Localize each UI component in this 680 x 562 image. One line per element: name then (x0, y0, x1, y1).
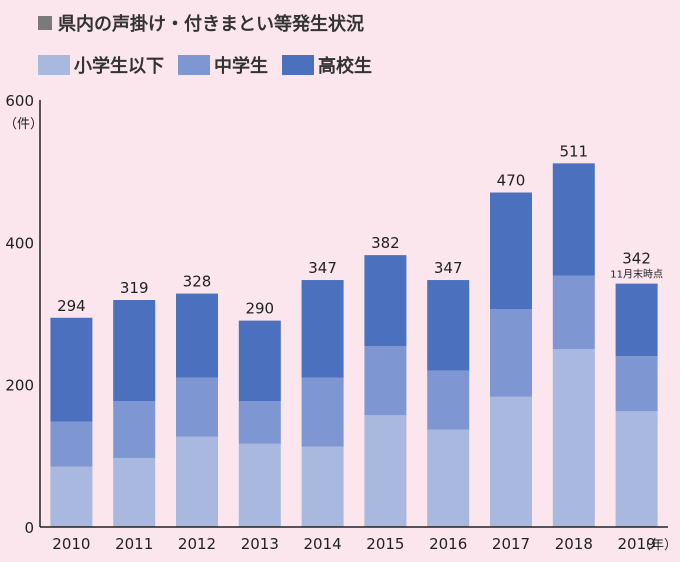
x-tick-label-0: 2010 (52, 535, 90, 553)
bar-2017-series-0 (490, 396, 532, 527)
bar-2010-series-1 (50, 421, 93, 467)
x-tick-label-9: 2019 (618, 535, 656, 553)
bar-2019-series-0 (615, 410, 658, 527)
x-tick-label-4: 2014 (304, 535, 342, 553)
legend-label-elementary: 小学生以下 (74, 56, 164, 77)
x-tick-label-2: 2012 (178, 535, 216, 553)
bar-2012-series-1 (176, 377, 218, 437)
total-label-2013: 290 (245, 300, 274, 318)
bar-2018-series-1 (552, 275, 595, 350)
bar-2017-series-1 (490, 309, 532, 397)
bar-2012-series-2 (176, 293, 218, 378)
legend: 小学生以下 中学生 高校生 (38, 52, 386, 78)
bar-2016-series-1 (427, 370, 470, 430)
legend-item-elementary: 小学生以下 (38, 52, 164, 78)
total-label-2017: 470 (497, 172, 526, 190)
x-unit-label: （年） (638, 538, 677, 553)
bar-2011-series-0 (113, 457, 156, 527)
chart-title-text: 県内の声掛け・付きまとい等発生状況 (58, 14, 364, 35)
bar-2011-series-1 (113, 401, 156, 458)
total-label-2015: 382 (371, 234, 400, 252)
bar-2016-series-2 (427, 280, 470, 371)
bar-2018-series-0 (552, 349, 595, 527)
total-label-2016: 347 (434, 259, 463, 277)
bar-2015-series-0 (364, 415, 407, 527)
x-tick-label-7: 2017 (492, 535, 530, 553)
total-label-2011: 319 (120, 279, 149, 297)
bar-2014-series-1 (301, 377, 344, 447)
legend-item-junior-high: 中学生 (178, 52, 268, 78)
bar-2017-series-2 (490, 192, 532, 310)
x-tick-label-1: 2011 (115, 535, 153, 553)
bar-2013-series-2 (238, 320, 281, 402)
bar-2010-series-2 (50, 317, 93, 422)
x-tick-label-3: 2013 (241, 535, 279, 553)
bar-2011-series-2 (113, 299, 156, 402)
bar-2018-series-2 (552, 163, 595, 276)
bar-2012-series-0 (176, 436, 218, 527)
bar-2010-series-0 (50, 466, 93, 527)
y-tick-label-2: 400 (5, 234, 34, 252)
total-label-2010: 294 (57, 297, 86, 315)
legend-swatch-junior-high (178, 55, 210, 75)
y-tick-label-3: 600 (5, 92, 34, 110)
x-tick-label-6: 2016 (429, 535, 467, 553)
bar-2013-series-0 (238, 443, 281, 527)
chart-marks: 0 200 400 600 （件） 294 2010 319 2011 328 2012 290 201… (4, 92, 677, 553)
y-unit-label: （件） (4, 117, 43, 132)
total-label-2018: 511 (559, 142, 588, 160)
legend-swatch-high-school (282, 55, 314, 75)
total-label-2012: 328 (183, 273, 212, 291)
legend-swatch-elementary (38, 55, 70, 75)
y-tick-label-1: 200 (5, 377, 34, 395)
legend-item-high-school: 高校生 (282, 52, 372, 78)
bar-2014-series-2 (301, 280, 344, 378)
bar-2013-series-1 (238, 401, 281, 444)
bar-2015-series-2 (364, 255, 407, 347)
legend-label-high-school: 高校生 (318, 56, 372, 77)
chart-title: 県内の声掛け・付きまとい等発生状況 (38, 10, 364, 36)
total-label-2014: 347 (308, 259, 337, 277)
x-tick-label-8: 2018 (555, 535, 593, 553)
x-tick-label-5: 2015 (366, 535, 404, 553)
annotation-label: 11月末時点 (610, 268, 663, 281)
bar-2016-series-0 (427, 429, 470, 527)
title-marker-icon (38, 16, 52, 30)
bar-2019-series-1 (615, 356, 658, 411)
bar-2019-series-2 (615, 283, 658, 357)
legend-label-junior-high: 中学生 (214, 56, 268, 77)
y-tick-label-0: 0 (24, 519, 34, 537)
bar-2014-series-0 (301, 446, 344, 527)
bar-2015-series-1 (364, 346, 407, 416)
total-label-2019: 342 (622, 250, 651, 268)
